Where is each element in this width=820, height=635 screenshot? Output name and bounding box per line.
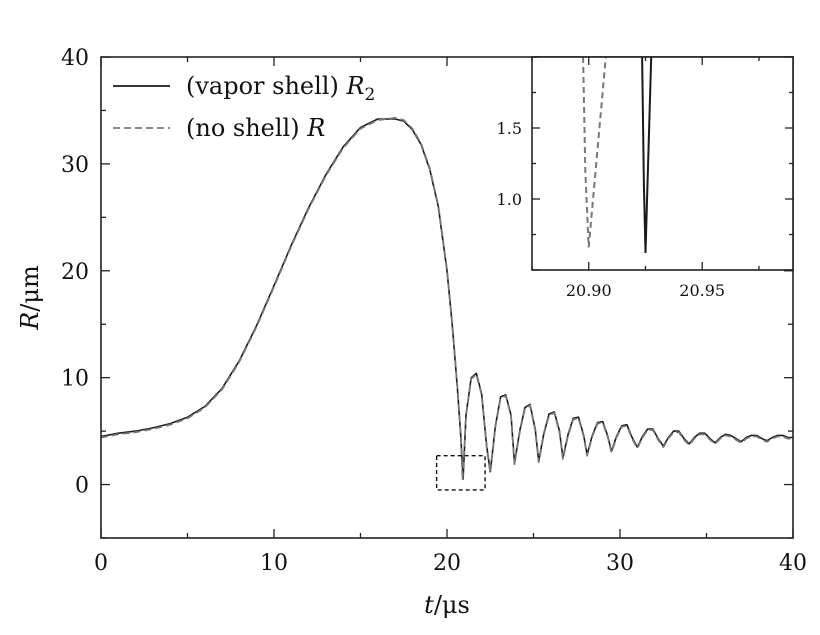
y-tick-label: 10 xyxy=(61,367,89,392)
zoom-box xyxy=(435,454,486,491)
inset-y-tick-label: 1.5 xyxy=(497,119,522,138)
inset-x-tick-label: 20.95 xyxy=(679,281,725,300)
x-axis-var: t xyxy=(424,591,434,619)
inset-background xyxy=(532,57,793,270)
legend-label-text: (vapor shell) xyxy=(186,72,346,100)
x-tick-label: 0 xyxy=(94,551,108,576)
inset-series-line-no-shell xyxy=(582,56,607,248)
legend-label: (no shell) R xyxy=(186,114,325,142)
x-tick-label: 40 xyxy=(779,551,807,576)
series-line-no-shell xyxy=(100,117,793,482)
inset-plot: 20.90 20.95 1.0 1.5 xyxy=(497,56,794,300)
y-tick-label: 40 xyxy=(61,46,89,71)
y-tick-label: 20 xyxy=(61,260,89,285)
y-axis-unit: /μm xyxy=(16,265,44,312)
x-axis-unit: /μs xyxy=(434,591,470,619)
inset-x-tick-label: 20.90 xyxy=(566,281,612,300)
y-axis-var: R xyxy=(16,312,44,331)
legend-label-sub: 2 xyxy=(365,85,376,105)
legend-label: (vapor shell) R2 xyxy=(186,72,375,105)
inset-y-tick-label: 1.0 xyxy=(497,190,522,209)
legend-label-text: (no shell) xyxy=(186,114,307,142)
x-tick-label: 20 xyxy=(433,551,461,576)
x-tick-label: 30 xyxy=(606,551,634,576)
x-axis-label: t/μs xyxy=(424,591,470,619)
y-tick-label: 30 xyxy=(61,153,89,178)
y-axis-label: R/μm xyxy=(16,265,44,331)
main-plot: 0 10 20 30 40 0 10 20 30 40 t/μs R/μm (vapor shell) … xyxy=(16,46,807,619)
legend-label-var: R xyxy=(306,114,325,142)
inset-series-line-vapor-shell xyxy=(641,56,653,254)
y-tick-label: 0 xyxy=(75,474,89,499)
legend-label-var: R xyxy=(345,72,364,100)
legend: (vapor shell) R2(no shell) R xyxy=(113,72,375,142)
x-tick-label: 10 xyxy=(260,551,288,576)
